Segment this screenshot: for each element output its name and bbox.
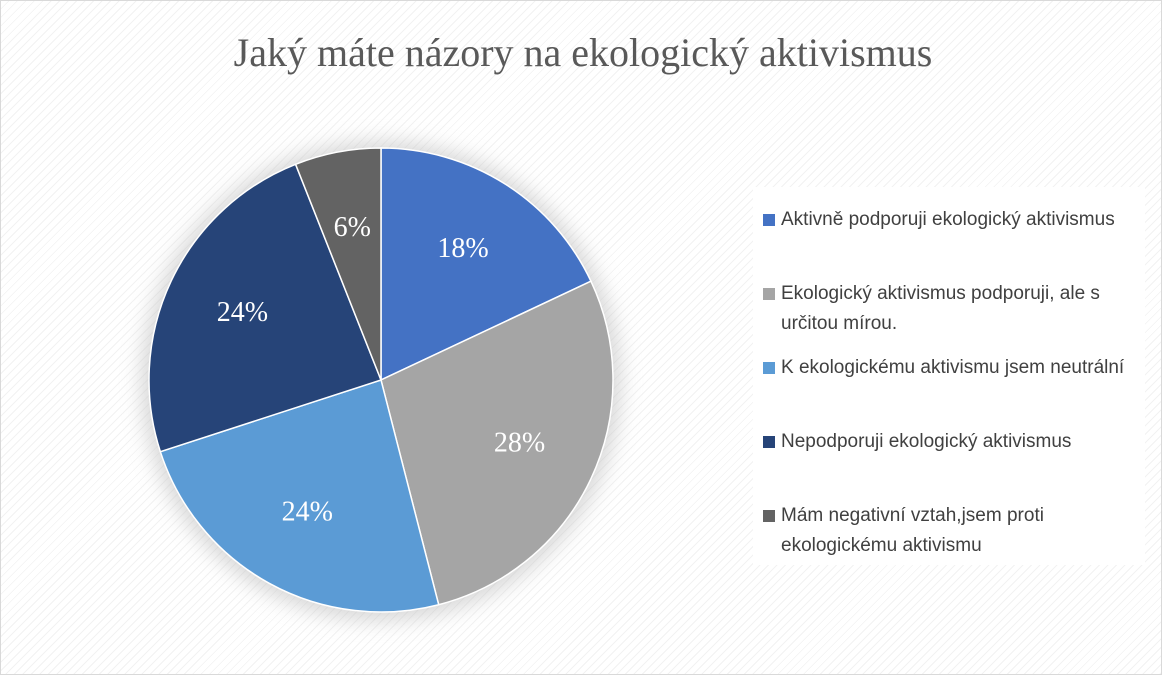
legend-item: Aktivně podporuji ekologický aktivismus (763, 205, 1133, 235)
data-label: 24% (282, 497, 333, 528)
legend-item: Ekologický aktivismus podporuji, ale s u… (763, 279, 1133, 339)
data-label: 18% (437, 233, 488, 264)
chart-title: Jaký máte názory na ekologický aktivismu… (234, 30, 933, 75)
data-label: 6% (334, 212, 371, 243)
pie-slice (380, 147, 592, 382)
legend-label: Mám negativní vztah,jsem proti ekologick… (781, 505, 1044, 556)
legend-item: Mám negativní vztah,jsem proti ekologick… (763, 501, 1133, 561)
data-label: 28% (494, 428, 545, 459)
legend-label: Nepodporuji ekologický aktivismus (781, 431, 1072, 452)
pie-slice (294, 147, 382, 381)
legend: Aktivně podporuji ekologický aktivismus E… (753, 187, 1145, 565)
pie-slice (159, 379, 440, 613)
legend-marker (763, 362, 775, 374)
legend-label: Ekologický aktivismus podporuji, ale s u… (781, 283, 1100, 334)
legend-marker (763, 214, 775, 226)
legend-label: Aktivně podporuji ekologický aktivismus (781, 209, 1115, 230)
legend-marker (763, 288, 775, 300)
pie-slice (380, 280, 614, 606)
legend-item: Nepodporuji ekologický aktivismus (763, 427, 1133, 457)
legend-marker (763, 510, 775, 522)
legend-label: K ekologickému aktivismu jsem neutrální (781, 357, 1125, 378)
pie-slice (148, 163, 382, 453)
legend-item: K ekologickému aktivismu jsem neutrální (763, 353, 1133, 383)
data-label: 24% (217, 297, 268, 328)
legend-marker (763, 436, 775, 448)
